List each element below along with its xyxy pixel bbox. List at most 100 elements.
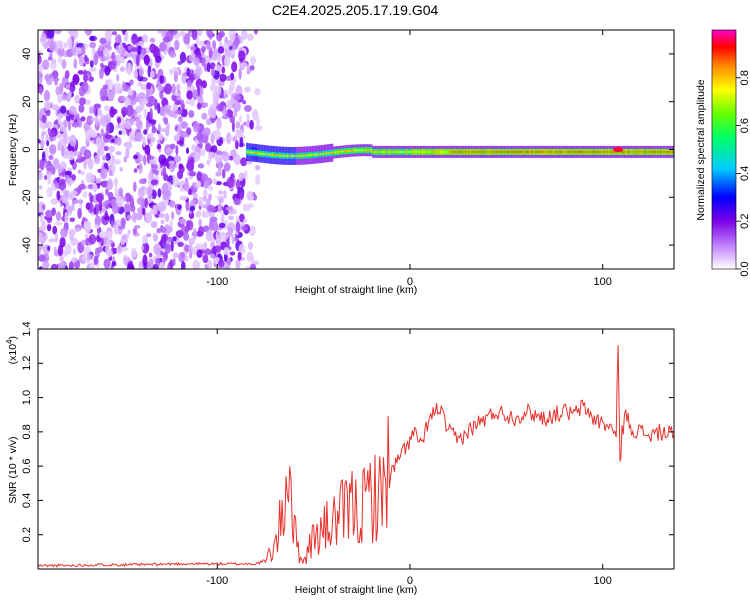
heatmap-cell [396,150,398,153]
heatmap-cell [195,180,202,188]
heatmap-cell [228,155,234,161]
heatmap-cell [372,150,374,153]
heatmap-cell [141,34,149,43]
heatmap-cell [189,46,197,51]
heatmap-cell [532,150,535,153]
heatmap-cell [137,187,145,199]
heatmap-cell [307,154,310,157]
heatmap-cell [73,248,76,255]
heatmap-cell [82,254,87,262]
heatmap-cell [138,260,143,269]
heatmap-cell [604,150,607,153]
heatmap-cell [195,78,204,89]
heatmap-cell [210,109,217,119]
heatmap-cell [38,77,43,84]
heatmap-cell [120,246,129,252]
heatmap-cell [104,134,113,139]
heatmap-cell [313,153,316,156]
heatmap-cell [196,102,202,110]
heatmap-cell [229,34,235,42]
heatmap-cell [129,79,134,86]
heatmap-cell [135,120,143,129]
heatmap-cell [288,154,290,157]
heatmap-cell [531,150,533,153]
heatmap-x-tick-label: -100 [206,276,228,288]
heatmap-cell [502,150,505,153]
heatmap-cell [414,150,416,153]
heatmap-cell [327,152,329,155]
heatmap-cell [254,88,261,96]
heatmap-cell [370,149,373,152]
heatmap-cell [78,55,85,67]
heatmap-cell [489,150,491,153]
chart-title: C2E4.2025.205.17.19.G04 [272,2,439,18]
heatmap-cell [146,82,152,90]
heatmap-cell [538,150,541,153]
exp-prefix: (x10 [7,344,19,365]
heatmap-cell [147,95,156,106]
heatmap-cell [411,150,413,153]
heatmap-cell [360,149,362,152]
heatmap-cell [318,153,320,156]
heatmap-cell [507,150,509,153]
heatmap-cell [188,110,195,118]
heatmap-cell [483,150,485,153]
heatmap-cell [69,217,76,223]
heatmap-cell [558,150,560,153]
heatmap-cell [634,150,637,153]
heatmap-cell [493,150,496,153]
heatmap-cell [67,121,72,132]
heatmap-cell [42,204,46,210]
heatmap-cell [140,84,148,91]
heatmap-cell [158,123,161,133]
heatmap-cell [233,106,238,118]
heatmap-cell [600,150,602,153]
heatmap-cell [169,51,177,58]
heatmap-cell [102,114,111,124]
heatmap-cell [526,150,529,153]
heatmap-cell [172,236,177,242]
heatmap-cell [162,182,169,192]
heatmap-cell [162,117,166,122]
heatmap-cell [331,151,334,154]
heatmap-cell [178,163,183,170]
heatmap-cell [402,150,404,153]
heatmap-cell [232,136,237,143]
heatmap-cell [72,199,79,204]
heatmap-cell [224,233,230,238]
heatmap-cell [571,150,574,153]
heatmap-cell [225,206,233,211]
heatmap-cell [648,150,650,153]
heatmap-cell [510,150,512,153]
heatmap-cell [151,126,157,134]
heatmap-cell [77,207,82,219]
heatmap-cell [218,222,226,228]
heatmap-cell [44,175,48,180]
heatmap-cell [71,122,80,128]
heatmap-cell [180,131,188,138]
heatmap-cell [639,150,641,153]
heatmap-cell [637,150,640,153]
heatmap-cell [93,54,99,66]
heatmap-cell [127,264,135,269]
heatmap-cell [133,225,141,229]
heatmap-y-tick-label: -40 [21,237,33,253]
heatmap-cell [38,139,41,144]
heatmap-cell [201,173,209,183]
heatmap-cell [230,208,237,215]
heatmap-cell [150,70,155,78]
heatmap-cell [218,259,225,268]
heatmap-cell [196,249,203,259]
heatmap-cell [610,150,613,153]
heatmap-cell [186,67,191,78]
heatmap-cell [241,225,249,231]
heatmap-cell [333,151,335,154]
heatmap-cell [201,112,208,120]
heatmap-cell [95,136,102,148]
heatmap-cell [72,75,80,83]
heatmap-cell [447,150,449,153]
heatmap-cell [111,51,116,61]
heatmap-cell [46,140,50,147]
heatmap-cell [81,171,85,176]
